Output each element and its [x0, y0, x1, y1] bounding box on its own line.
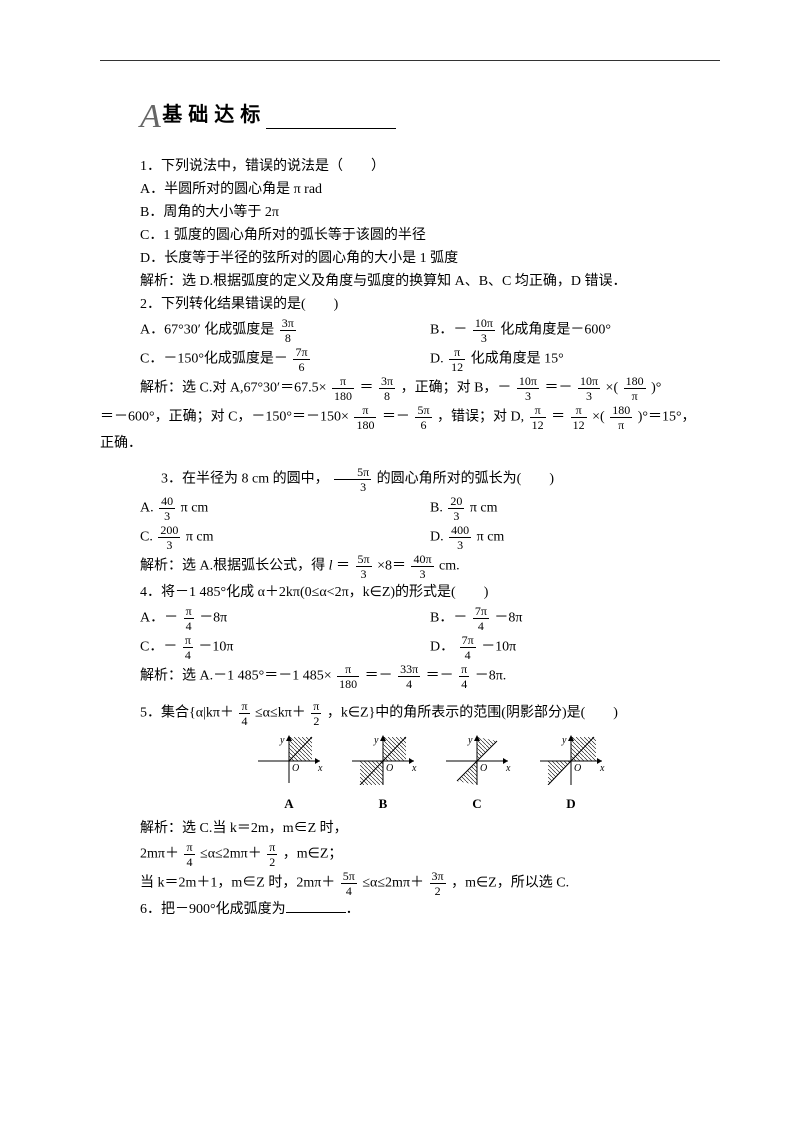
frac-pi180: π180 — [332, 375, 354, 402]
q1-answer: 解析：选 D.根据弧度的定义及角度与弧度的换算知 A、B、C 均正确，D 错误． — [140, 271, 720, 292]
q4-row-ab: A．－ π4 －8π B．－ 7π4 －8π — [140, 605, 720, 632]
q2-c-text: C．－150°化成弧度是－ — [140, 352, 288, 367]
q5-label-c: C — [442, 794, 512, 814]
q2-d-frac: π12 — [449, 346, 465, 373]
frac-180pib: 180π — [610, 404, 632, 431]
q1-stem: 1．下列说法中，错误的说法是（ ） — [140, 156, 720, 177]
svg-text:O: O — [480, 763, 487, 774]
svg-text:O: O — [386, 763, 393, 774]
q2-ans-line3: 正确． — [100, 433, 720, 454]
q2-ans-line1: 解析：选 C.对 A,67°30′＝67.5× π180 ＝ 3π8 ，正确；对… — [140, 375, 720, 402]
q3-choice-c: C. 2003 π cm — [140, 524, 430, 551]
blank-fill — [286, 912, 346, 913]
section-header: A 基础达标 — [140, 91, 720, 142]
q3-choice-b: B. 203 π cm — [430, 495, 720, 522]
q5-diagram-a: x y O A — [254, 733, 324, 814]
frac-pi12b: π12 — [571, 404, 587, 431]
frac-3pi8: 3π8 — [379, 375, 395, 402]
q3-stem: 3．在半径为 8 cm 的圆中， 5π3 的圆心角所对的弧长为( ) — [140, 466, 720, 493]
q2-b-text1: B．－ — [430, 323, 467, 338]
q5-label-d: D — [536, 794, 606, 814]
q2-b-text2: 化成角度是－600° — [500, 323, 611, 338]
axes-icon: x y O — [442, 733, 512, 785]
frac-10pi3: 10π3 — [517, 375, 539, 402]
q4-choice-d: D． 7π4 －10π — [430, 634, 720, 661]
q2-choice-d: D. π12 化成角度是 15° — [430, 346, 720, 373]
q2-b-frac: 10π3 — [473, 317, 495, 344]
q1-choice-a: A．半圆所对的圆心角是 π rad — [140, 179, 720, 200]
q4-stem: 4．将－1 485°化成 α＋2kπ(0≤α<2π，k∈Z)的形式是( ) — [140, 582, 720, 603]
svg-text:x: x — [317, 763, 323, 774]
q3-row-cd: C. 2003 π cm D. 4003 π cm — [140, 524, 720, 551]
q5-ans-line3: 当 k＝2m＋1，m∈Z 时，2mπ＋ 5π4 ≤α≤2mπ＋ 3π2 ，m∈Z… — [140, 870, 720, 897]
q5-diagram-b: x y O B — [348, 733, 418, 814]
q5-diagram-d: x y O D — [536, 733, 606, 814]
q3-answer: 解析：选 A.根据弧长公式，得 l ＝ 5π3 ×8＝ 40π3 cm. — [140, 553, 720, 580]
q4-choice-b: B．－ 7π4 －8π — [430, 605, 720, 632]
header-script-letter: A — [140, 98, 159, 135]
q3-row-ab: A. 403 π cm B. 203 π cm — [140, 495, 720, 522]
q5-ans-line1: 解析：选 C.当 k＝2m，m∈Z 时， — [140, 818, 720, 839]
q5-label-b: B — [348, 794, 418, 814]
q3-choice-a: A. 403 π cm — [140, 495, 430, 522]
frac-pi180b: π180 — [354, 404, 376, 431]
svg-text:y: y — [467, 735, 473, 746]
q5-diagrams: x y O A x y O B x y O — [140, 733, 720, 814]
svg-text:x: x — [599, 763, 605, 774]
q2-a-text: A．67°30′ 化成弧度是 — [140, 323, 274, 338]
header-underline — [266, 128, 396, 129]
q2-stem: 2．下列转化结果错误的是( ) — [140, 294, 720, 315]
q1-choice-c: C．1 弧度的圆心角所对的弧长等于该圆的半径 — [140, 225, 720, 246]
q5-stem: 5．集合{α|kπ＋ π4 ≤α≤kπ＋ π2 ，k∈Z}中的角所表示的范围(阴… — [140, 700, 720, 727]
q3-choice-d: D. 4003 π cm — [430, 524, 720, 551]
axes-icon: x y O — [254, 733, 324, 785]
q2-choice-b: B．－ 10π3 化成角度是－600° — [430, 317, 720, 344]
q3-stem-frac: 5π3 — [334, 466, 371, 493]
svg-text:O: O — [292, 763, 299, 774]
q1-choice-b: B．周角的大小等于 2π — [140, 202, 720, 223]
q2-c-frac: 7π6 — [293, 346, 309, 373]
axes-icon: x y O — [536, 733, 606, 785]
svg-text:x: x — [411, 763, 417, 774]
svg-text:y: y — [373, 735, 379, 746]
q2-d-text2: 化成角度是 15° — [471, 352, 564, 367]
header-title: 基础达标 — [162, 104, 266, 126]
page-top-rule — [100, 60, 720, 61]
axes-icon: x y O — [348, 733, 418, 785]
q6-stem: 6．把－900°化成弧度为． — [140, 899, 720, 920]
q2-d-text1: D. — [430, 352, 444, 367]
q1-choice-d: D．长度等于半径的弦所对的圆心角的大小是 1 弧度 — [140, 248, 720, 269]
q5-label-a: A — [254, 794, 324, 814]
svg-text:y: y — [279, 735, 285, 746]
frac-5pi6: 5π6 — [415, 404, 431, 431]
q5-ans-line2: 2mπ＋ π4 ≤α≤2mπ＋ π2 ，m∈Z； — [140, 841, 720, 868]
frac-10pi3b: 10π3 — [578, 375, 600, 402]
q2-choice-a: A．67°30′ 化成弧度是 3π8 — [140, 317, 430, 344]
svg-text:x: x — [505, 763, 511, 774]
q4-choice-a: A．－ π4 －8π — [140, 605, 430, 632]
q2-a-frac: 3π8 — [280, 317, 296, 344]
frac-180pi: 180π — [624, 375, 646, 402]
q2-row-ab: A．67°30′ 化成弧度是 3π8 B．－ 10π3 化成角度是－600° — [140, 317, 720, 344]
svg-text:O: O — [574, 763, 581, 774]
frac-pi12: π12 — [530, 404, 546, 431]
q2-row-cd: C．－150°化成弧度是－ 7π6 D. π12 化成角度是 15° — [140, 346, 720, 373]
q4-choice-c: C．－ π4 －10π — [140, 634, 430, 661]
q4-answer: 解析：选 A.－1 485°＝－1 485× π180 ＝－ 33π4 ＝－ π… — [140, 663, 720, 690]
q2-choice-c: C．－150°化成弧度是－ 7π6 — [140, 346, 430, 373]
q4-row-cd: C．－ π4 －10π D． 7π4 －10π — [140, 634, 720, 661]
q2-ans-line2: ＝－600°，正确；对 C，－150°＝－150× π180 ＝－ 5π6 ，错… — [100, 404, 720, 431]
q5-diagram-c: x y O C — [442, 733, 512, 814]
svg-text:y: y — [561, 735, 567, 746]
